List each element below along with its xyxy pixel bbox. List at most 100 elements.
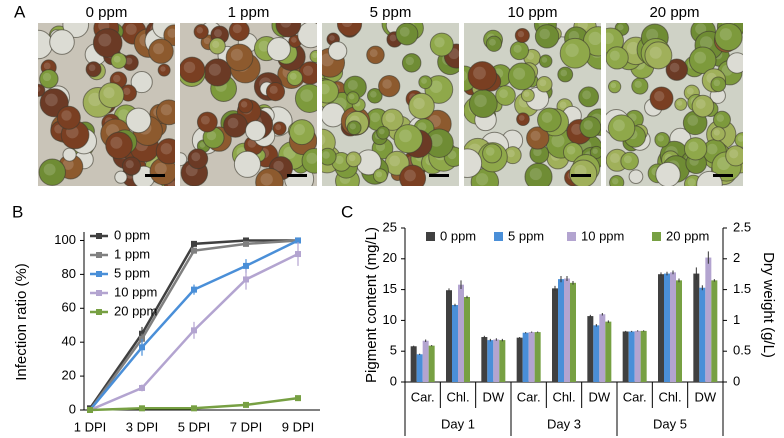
- cell-core: [370, 91, 377, 98]
- cell-core: [713, 129, 720, 136]
- y-tick-label: 40: [62, 334, 76, 349]
- cell-core: [713, 79, 721, 87]
- cell-core: [196, 27, 203, 34]
- scale-bar: [571, 174, 591, 177]
- bar: [493, 339, 500, 382]
- cell: [485, 35, 503, 52]
- cell-core: [113, 55, 121, 63]
- marker: [191, 286, 197, 293]
- cell-core: [530, 130, 541, 141]
- group-label: Day 1: [441, 416, 475, 431]
- cell: [38, 29, 53, 60]
- cell-core: [623, 155, 632, 164]
- cell: [538, 54, 553, 68]
- cell: [569, 159, 598, 186]
- cell-core: [348, 93, 355, 100]
- cell-core: [473, 66, 486, 80]
- legend-label: 0 ppm: [440, 228, 476, 243]
- bar: [587, 316, 594, 382]
- cell-core: [489, 38, 496, 46]
- x-tick-label: DW: [588, 389, 610, 404]
- cell: [495, 85, 516, 106]
- cell-core: [42, 72, 52, 82]
- cell-core: [669, 62, 680, 73]
- cell-core: [399, 26, 410, 37]
- cell-core: [719, 28, 732, 41]
- cell: [130, 71, 153, 94]
- cell-core: [349, 123, 356, 130]
- marker: [295, 237, 301, 244]
- bar: [516, 337, 523, 382]
- cell-core: [382, 79, 392, 89]
- cell: [372, 168, 388, 184]
- cell: [265, 82, 286, 102]
- cell: [710, 76, 727, 93]
- bar: [528, 332, 535, 382]
- cell: [157, 63, 171, 77]
- cell-core: [617, 24, 624, 31]
- cell-core: [421, 77, 427, 84]
- bar: [664, 273, 670, 382]
- x-tick-label: 9 DPI: [282, 419, 315, 434]
- cell: [272, 121, 287, 136]
- cell-core: [574, 164, 587, 178]
- x-tick-label: 5 DPI: [178, 419, 211, 434]
- cell: [297, 23, 317, 49]
- cell-core: [399, 129, 412, 143]
- cell: [237, 98, 254, 114]
- cell: [683, 137, 708, 161]
- bar: [410, 346, 417, 382]
- cell-core: [634, 80, 642, 89]
- cell: [534, 24, 560, 49]
- cell-core: [269, 85, 278, 94]
- cell: [322, 147, 337, 166]
- cell-core: [646, 28, 659, 41]
- cell-core: [291, 37, 297, 43]
- cell: [557, 66, 574, 83]
- cell: [516, 112, 530, 127]
- cell: [301, 147, 317, 174]
- cell-core: [335, 155, 344, 165]
- cell-core: [348, 154, 356, 162]
- cell: [726, 52, 743, 74]
- cell-core: [123, 87, 131, 95]
- cell: [649, 86, 674, 111]
- cell-core: [699, 36, 713, 49]
- cell: [381, 108, 404, 131]
- cell: [399, 164, 427, 186]
- cell-core: [541, 57, 548, 63]
- cell-core: [43, 163, 56, 176]
- cell: [85, 61, 102, 78]
- cell: [401, 53, 422, 73]
- cell-core: [610, 153, 620, 164]
- cell: [714, 23, 743, 52]
- cell: [366, 87, 383, 104]
- legend-label: 0 ppm: [114, 227, 150, 242]
- cell: [346, 120, 362, 136]
- cell-core: [429, 134, 443, 147]
- image-label: 1 ppm: [228, 4, 270, 21]
- legend-marker: [96, 252, 102, 258]
- bar: [458, 284, 464, 382]
- cell-core: [370, 112, 381, 123]
- marker: [191, 405, 197, 412]
- cell-core: [275, 124, 282, 131]
- cell-core: [706, 143, 718, 155]
- cell-core: [61, 110, 72, 121]
- cell-core: [539, 79, 547, 87]
- cell-core: [688, 141, 699, 152]
- cell-core: [389, 155, 401, 167]
- x-tick-label: Car.: [411, 389, 435, 404]
- cell-core: [208, 63, 221, 76]
- cell-core: [592, 148, 598, 154]
- cell-core: [541, 112, 553, 123]
- legend-label: 5 ppm: [114, 265, 150, 280]
- cell-core: [559, 101, 567, 109]
- cell-core: [551, 134, 565, 148]
- y-tick-label: 80: [62, 266, 76, 281]
- cell-core: [125, 23, 137, 35]
- cell: [464, 148, 483, 179]
- cell-core: [113, 74, 121, 83]
- cell: [49, 29, 75, 55]
- cell: [98, 82, 125, 109]
